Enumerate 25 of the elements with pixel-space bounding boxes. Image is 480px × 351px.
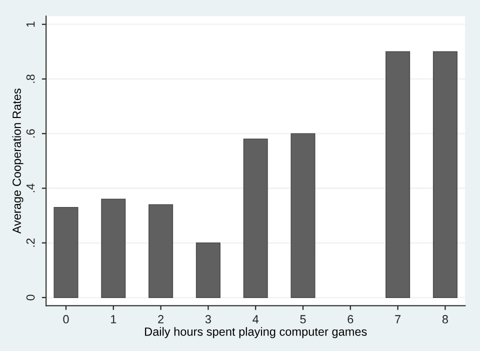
x-tick-label: 0 <box>63 315 69 324</box>
x-tick-label: 2 <box>158 315 164 324</box>
bar <box>432 51 458 298</box>
x-tick-label: 8 <box>442 315 448 324</box>
x-tick-label: 7 <box>395 315 400 324</box>
bar <box>101 198 126 298</box>
bar <box>196 242 220 298</box>
x-tick-label: 1 <box>111 315 116 324</box>
x-axis-title: Daily hours spent playing computer games <box>145 327 367 338</box>
x-tick-label: 6 <box>348 315 354 324</box>
y-axis-title: Average Cooperation Rates <box>12 88 24 234</box>
y-tick-label: 0 <box>26 294 35 300</box>
y-tick-label: .6 <box>26 129 35 138</box>
bar <box>148 204 174 298</box>
bar <box>243 138 268 298</box>
x-tick-label: 4 <box>252 315 259 324</box>
y-tick-label: .2 <box>26 238 35 247</box>
bar <box>386 51 410 298</box>
y-tick-label: 1 <box>26 22 35 27</box>
y-tick-label: .8 <box>26 74 35 83</box>
y-tick-label: .4 <box>26 184 35 192</box>
bar <box>290 133 316 298</box>
x-tick-label: 3 <box>205 315 211 324</box>
x-tick-label: 5 <box>300 315 306 324</box>
bar <box>54 206 78 298</box>
